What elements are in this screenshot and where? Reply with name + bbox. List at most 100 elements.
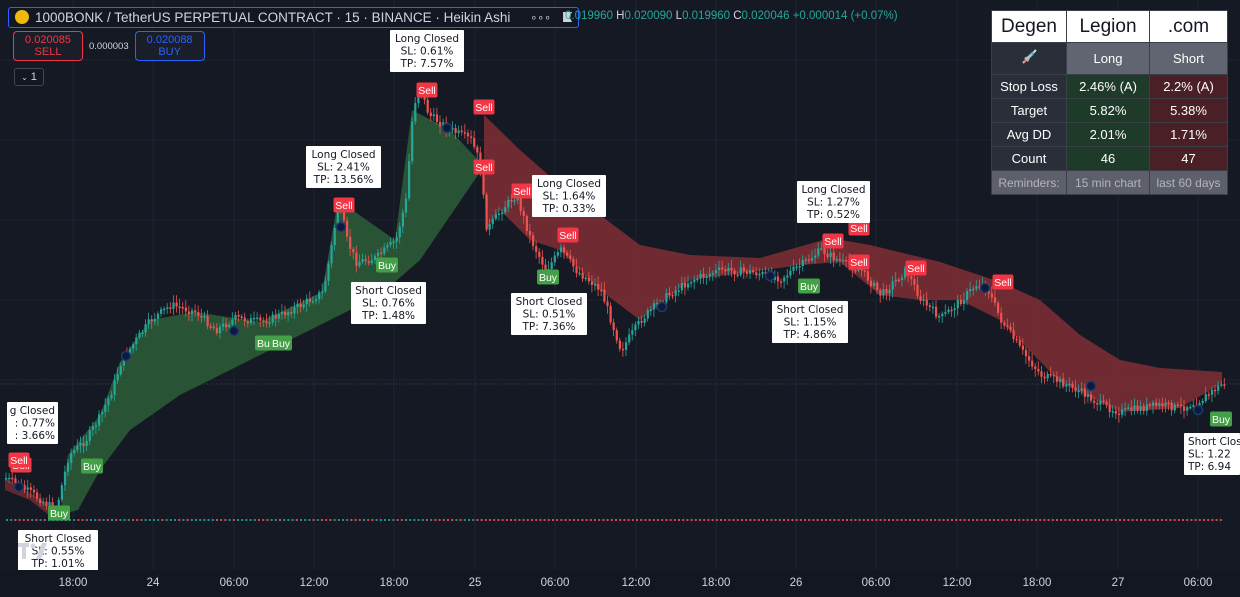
reminder-label: Reminders: <box>991 170 1067 195</box>
trade-result-label: g Closed: 0.77%: 3.66% <box>7 402 58 444</box>
svg-text:Short Clos: Short Clos <box>1188 436 1240 448</box>
sell-marker: Sell <box>511 183 533 199</box>
trade-panel: 0.020085 SELL 0.000003 0.020088 BUY <box>13 31 205 61</box>
sell-marker: Sell <box>848 254 870 270</box>
rocket-icon-glyph <box>1022 49 1037 64</box>
svg-text:TP: 7.36%: TP: 7.36% <box>522 321 576 333</box>
svg-text:Short Closed: Short Closed <box>355 285 422 297</box>
buy-button[interactable]: 0.020088 BUY <box>134 31 205 61</box>
chevron-down-icon: ⌄ <box>21 72 28 82</box>
svg-text:Short Closed: Short Closed <box>777 304 844 316</box>
avg-dd-long: 2.01% <box>1066 122 1150 147</box>
table-header-com: .com <box>1149 10 1228 43</box>
table-header-degen: Degen <box>991 10 1067 43</box>
svg-text:SL: 1.15%: SL: 1.15% <box>784 317 837 329</box>
svg-text:TP: 0.33%: TP: 0.33% <box>542 203 596 215</box>
sell-label: SELL <box>34 46 62 58</box>
svg-text:SL: 0.61%: SL: 0.61% <box>401 46 454 58</box>
ohlc-readout: 0.019960 H0.020090 L0.019960 C0.020046 +… <box>565 10 898 22</box>
svg-text:TP: 0.52%: TP: 0.52% <box>806 209 860 221</box>
sell-marker: Sell <box>473 159 495 175</box>
svg-text:Long Closed: Long Closed <box>395 33 459 45</box>
buy-marker: Buy <box>798 278 820 294</box>
svg-text:SL: 0.76%: SL: 0.76% <box>362 298 415 310</box>
svg-text:Sell: Sell <box>824 236 842 248</box>
row-label: Count <box>991 146 1067 171</box>
trade-markers: Sell Sell Buy Buy Buy Buy Sell Buy Sell Sell Sell S… <box>8 82 1232 521</box>
svg-text:Buy: Buy <box>539 272 558 284</box>
avg-dd-short: 1.71% <box>1149 122 1228 147</box>
x-tick-label: 18:00 <box>59 577 88 589</box>
ohlc-low: 0.019960 <box>682 10 731 22</box>
svg-text:: 3.66%: : 3.66% <box>15 430 55 442</box>
sell-marker: Sell <box>473 99 495 115</box>
svg-text:Sell: Sell <box>994 277 1012 289</box>
buy-marker: Buy <box>48 505 70 521</box>
buy-marker: Buy <box>1210 411 1232 427</box>
sell-button[interactable]: 0.020085 SELL <box>13 31 83 61</box>
svg-text:Sell: Sell <box>10 455 28 467</box>
coin-icon <box>15 10 29 24</box>
x-tick-label: 06:00 <box>862 577 891 589</box>
symbol-title-text: 1000BONK / TetherUS PERPETUAL CONTRACT ·… <box>35 9 511 25</box>
x-tick-label: 25 <box>469 577 482 589</box>
svg-text:Buy: Buy <box>800 281 819 293</box>
row-label: Target <box>991 98 1067 123</box>
buy-marker: Buy <box>537 269 559 285</box>
ohlc-open: 0.019960 <box>565 10 613 22</box>
x-tick-label: 06:00 <box>220 577 249 589</box>
svg-text:Long Closed: Long Closed <box>537 178 601 190</box>
svg-text:Long Closed: Long Closed <box>801 184 865 196</box>
svg-text:Sell: Sell <box>907 263 925 275</box>
sell-marker: Sell <box>416 82 438 98</box>
x-tick-label: 06:00 <box>541 577 570 589</box>
x-tick-label: 12:00 <box>300 577 329 589</box>
more-icon[interactable]: ∘∘∘ <box>530 11 552 24</box>
sell-marker: Sell <box>992 274 1014 290</box>
spread-value: 0.000003 <box>89 40 129 52</box>
col-short: Short <box>1149 42 1228 75</box>
time-axis[interactable]: 18:00 24 06:00 12:00 18:00 25 06:00 12:00 18:00 2… <box>0 570 1240 597</box>
ohlc-high: 0.020090 <box>624 10 673 22</box>
indicator-count: 1 <box>30 71 37 83</box>
svg-text:SL: 2.41%: SL: 2.41% <box>317 162 370 174</box>
reminder-timeframe: 15 min chart <box>1066 170 1150 195</box>
col-long: Long <box>1066 42 1150 75</box>
sell-marker: Sell <box>822 233 844 249</box>
flag-icon[interactable] <box>563 12 573 22</box>
ohlc-close: 0.020046 <box>741 10 790 22</box>
x-tick-label: 12:00 <box>622 577 651 589</box>
svg-text:SL: 1.22: SL: 1.22 <box>1188 449 1231 461</box>
count-long: 46 <box>1066 146 1150 171</box>
rocket-icon <box>991 42 1067 75</box>
target-short: 5.38% <box>1149 98 1228 123</box>
svg-text:: 0.77%: : 0.77% <box>15 418 55 430</box>
target-long: 5.82% <box>1066 98 1150 123</box>
svg-text:Sell: Sell <box>475 162 493 174</box>
tradingview-logo-icon[interactable] <box>18 540 48 567</box>
buy-price: 0.020088 <box>146 34 193 46</box>
x-tick-label: 12:00 <box>943 577 972 589</box>
x-tick-label: 18:00 <box>702 577 731 589</box>
reminder-period: last 60 days <box>1149 170 1228 195</box>
svg-text:Sell: Sell <box>475 102 493 114</box>
x-tick-label: 27 <box>1112 577 1125 589</box>
ohlc-change: +0.000014 (+0.07%) <box>792 10 898 22</box>
buy-marker: Buy <box>270 335 292 351</box>
x-tick-label: 18:00 <box>380 577 409 589</box>
svg-text:SL: 1.64%: SL: 1.64% <box>543 191 596 203</box>
svg-text:TP: 7.57%: TP: 7.57% <box>400 58 454 70</box>
sell-marker: Sell <box>557 227 579 243</box>
chart-header: 1000BONK / TetherUS PERPETUAL CONTRACT ·… <box>8 5 580 29</box>
svg-text:Buy: Buy <box>272 338 291 350</box>
symbol-title[interactable]: 1000BONK / TetherUS PERPETUAL CONTRACT ·… <box>8 6 580 28</box>
indicator-toggle-button[interactable]: ⌄ 1 <box>14 68 44 86</box>
